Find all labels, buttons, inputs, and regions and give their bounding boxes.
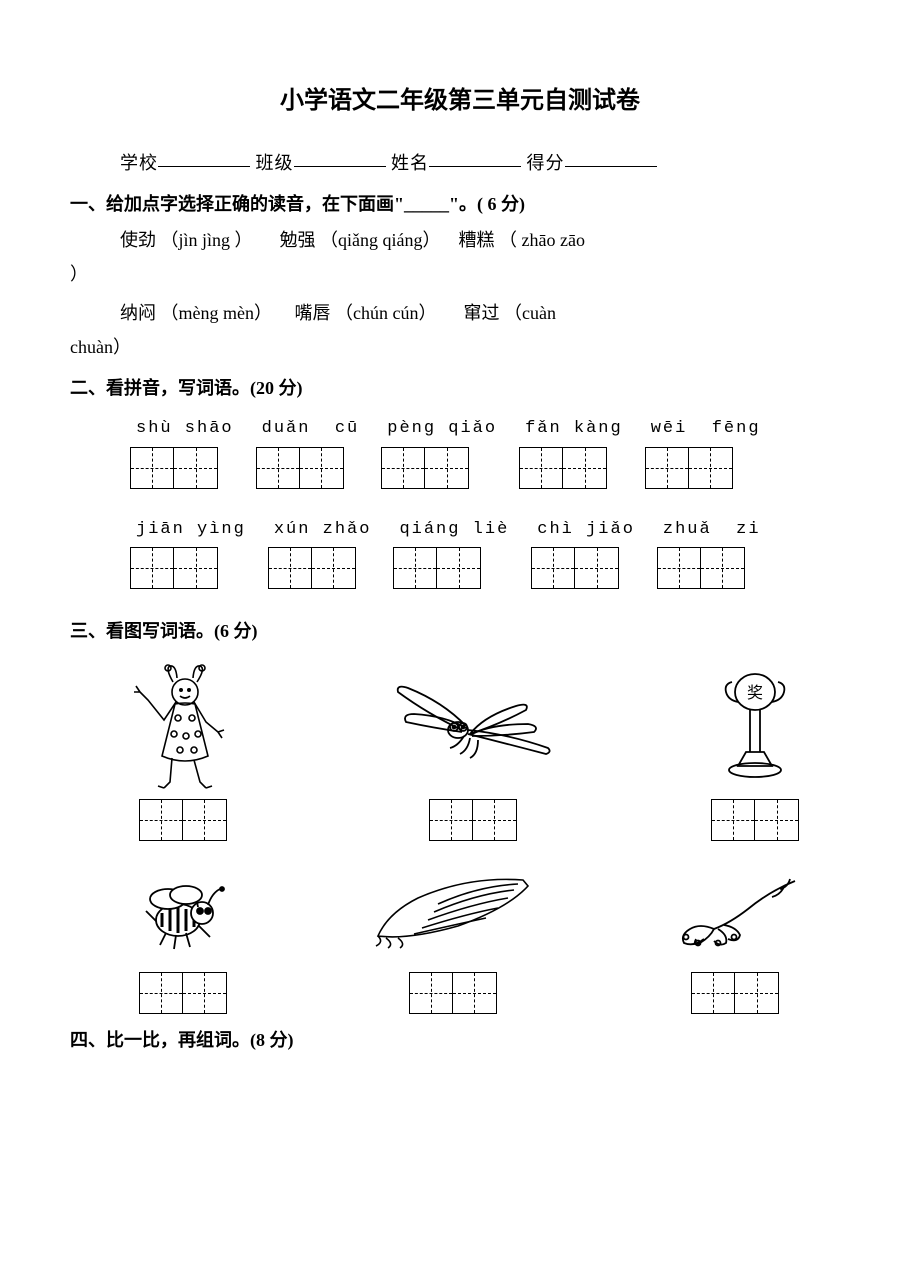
s2r1g0: shù shāo xyxy=(130,414,234,489)
s2r2l1: xún zhǎo xyxy=(268,515,372,546)
section1-heading: 一、给加点字选择正确的读音，在下面画"_____"。( 6 分) xyxy=(70,188,850,220)
section1-row1: 使劲 （jìn jìng ） 勉强 （qiǎng qiáng） 糟糕 （ zhā… xyxy=(70,224,850,256)
wing-icon xyxy=(368,863,538,958)
info-line: 学校 班级 姓名 得分 xyxy=(70,147,850,179)
s2r1l3: fǎn kàng xyxy=(519,414,623,445)
s2r1g4: wēi fēng xyxy=(645,414,761,489)
s3-item-claw xyxy=(670,863,800,1014)
tianzi-grid[interactable] xyxy=(691,972,779,1014)
label-school: 学校 xyxy=(120,153,158,173)
blank-name[interactable] xyxy=(429,166,521,167)
tianzi-grid[interactable] xyxy=(409,972,497,1014)
s2r1g3: fǎn kàng xyxy=(519,414,623,489)
section4-heading: 四、比一比，再组词。(8 分) xyxy=(70,1024,850,1056)
section2-row1: shù shāo duǎn cū pèng qiǎo fǎn kàng wēi … xyxy=(70,414,850,489)
s2r2g0: jiān yìng xyxy=(130,515,246,590)
blank-score[interactable] xyxy=(565,166,657,167)
section3-row2 xyxy=(70,863,850,1014)
svg-text:奖: 奖 xyxy=(747,684,763,702)
section1-row1-tail: ） xyxy=(70,258,850,290)
s3-item-bee xyxy=(130,863,235,1014)
section1-row2: 纳闷 （mèng mèn） 嘴唇 （chún cún） 窜过 （cuàn xyxy=(70,297,850,329)
tianzi-grid[interactable] xyxy=(429,799,517,841)
section3-heading: 三、看图写词语。(6 分) xyxy=(70,615,850,647)
s2r1l1: duǎn cū xyxy=(256,414,360,445)
s2r2g4: zhuǎ zi xyxy=(657,515,761,590)
s1r1p1: （qiǎng qiáng） xyxy=(320,230,440,250)
s3-item-girl xyxy=(130,670,235,841)
s2r2g3: chì jiǎo xyxy=(531,515,635,590)
s2r2l0: jiān yìng xyxy=(130,515,246,546)
tianzi-grid[interactable] xyxy=(256,447,344,489)
dragonfly-icon xyxy=(388,670,558,785)
s2r2l4: zhuǎ zi xyxy=(657,515,761,546)
s1r2p1: （chún cún） xyxy=(335,303,436,323)
tianzi-grid[interactable] xyxy=(139,799,227,841)
page-title: 小学语文二年级第三单元自测试卷 xyxy=(70,80,850,123)
tianzi-grid[interactable] xyxy=(531,547,619,589)
s2r1g2: pèng qiǎo xyxy=(381,414,497,489)
bee-icon xyxy=(130,863,235,958)
s2r2g1: xún zhǎo xyxy=(268,515,372,590)
s1r2w0: 纳闷 xyxy=(120,303,156,323)
s1r1p2: （ zhāo zāo xyxy=(499,230,585,250)
s1r2p2: （cuàn xyxy=(504,303,556,323)
section3-row1: 奖 xyxy=(70,670,850,841)
section2-row2: jiān yìng xún zhǎo qiáng liè chì jiǎo zh… xyxy=(70,515,850,590)
girl-dancing-icon xyxy=(130,670,235,785)
tianzi-grid[interactable] xyxy=(393,547,481,589)
label-name: 姓名 xyxy=(391,153,429,173)
label-score: 得分 xyxy=(527,153,565,173)
s1r2p0: （mèng mèn） xyxy=(161,303,272,323)
s1r1w1: 勉强 xyxy=(280,230,316,250)
s2r2g2: qiáng liè xyxy=(393,515,509,590)
s2r1l4: wēi fēng xyxy=(645,414,761,445)
s1r2w2: 窜过 xyxy=(463,303,499,323)
label-class: 班级 xyxy=(256,153,294,173)
s2r1g1: duǎn cū xyxy=(256,414,360,489)
s1r1w2: 糟糕 xyxy=(459,230,495,250)
tianzi-grid[interactable] xyxy=(381,447,469,489)
blank-class[interactable] xyxy=(294,166,386,167)
claw-icon xyxy=(670,863,800,958)
tianzi-grid[interactable] xyxy=(130,547,218,589)
trophy-prize-icon: 奖 xyxy=(710,670,800,785)
s2r2l3: chì jiǎo xyxy=(531,515,635,546)
s1r1p0: （jìn jìng ） xyxy=(161,230,253,250)
section1-row2-tail: chuàn） xyxy=(70,331,850,363)
s2r2l2: qiáng liè xyxy=(393,515,509,546)
section2-heading: 二、看拼音，写词语。(20 分) xyxy=(70,372,850,404)
s1r1w0: 使劲 xyxy=(120,230,156,250)
s2r1l2: pèng qiǎo xyxy=(381,414,497,445)
s1r2w1: 嘴唇 xyxy=(294,303,330,323)
tianzi-grid[interactable] xyxy=(139,972,227,1014)
tianzi-grid[interactable] xyxy=(645,447,733,489)
tianzi-grid[interactable] xyxy=(657,547,745,589)
s3-item-dragonfly xyxy=(388,670,558,841)
s3-item-wing xyxy=(368,863,538,1014)
blank-school[interactable] xyxy=(158,166,250,167)
tianzi-grid[interactable] xyxy=(130,447,218,489)
tianzi-grid[interactable] xyxy=(519,447,607,489)
tianzi-grid[interactable] xyxy=(711,799,799,841)
s3-item-trophy: 奖 xyxy=(710,670,800,841)
tianzi-grid[interactable] xyxy=(268,547,356,589)
s2r1l0: shù shāo xyxy=(130,414,234,445)
